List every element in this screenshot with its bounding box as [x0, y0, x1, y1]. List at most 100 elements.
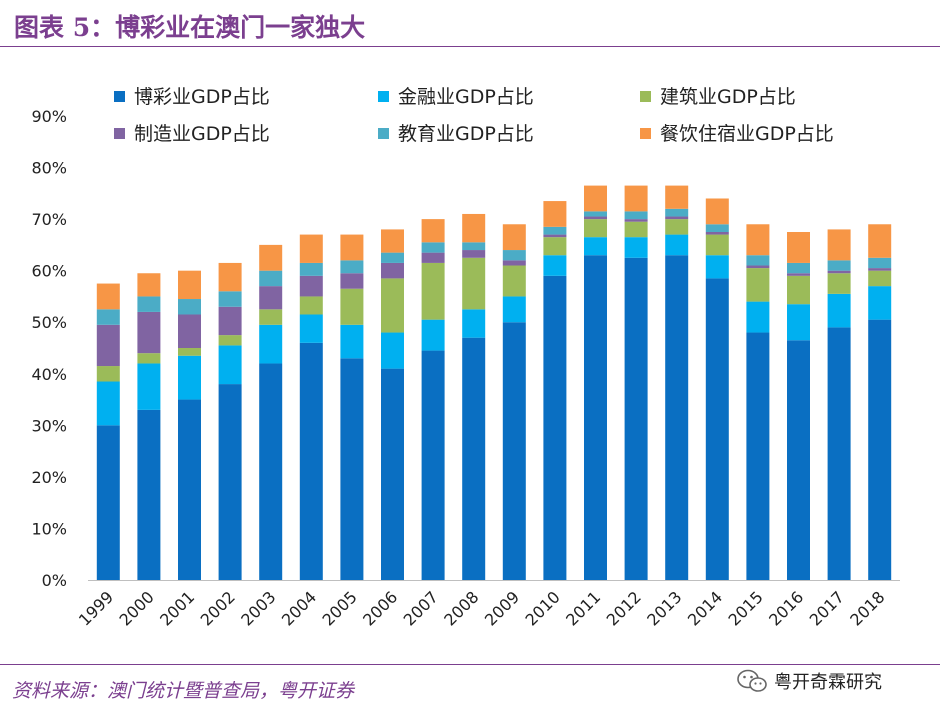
bar-construction-2004 — [299, 296, 323, 315]
bar-manufacturing-2014 — [705, 232, 729, 235]
bar-finance-2003 — [259, 324, 283, 364]
bar-construction-2011 — [584, 219, 607, 238]
bar-manufacturing-2005 — [340, 273, 364, 289]
bar-gaming-2012 — [624, 257, 648, 580]
bar-construction-2000 — [137, 353, 161, 364]
bar-finance-2002 — [218, 345, 242, 385]
bar-gaming-2015 — [746, 332, 770, 580]
bar-manufacturing-2012 — [624, 219, 648, 222]
y-tick-label: 10% — [31, 519, 67, 538]
x-tick-label: 1999 — [75, 587, 117, 629]
bar-finance-2008 — [462, 309, 486, 338]
x-tick-label: 2015 — [725, 587, 767, 629]
legend-label-gaming: 博彩业GDP占比 — [134, 86, 270, 108]
bar-catering-2006 — [381, 229, 404, 253]
bar-catering-2010 — [543, 201, 567, 227]
bar-construction-2007 — [421, 262, 445, 320]
bar-education-2008 — [462, 242, 486, 251]
bar-education-2010 — [543, 226, 567, 235]
y-tick-label: 60% — [31, 262, 67, 281]
bar-series — [96, 185, 892, 580]
x-tick-label: 2011 — [562, 587, 604, 629]
bar-finance-2016 — [787, 304, 810, 341]
bar-construction-2001 — [178, 348, 201, 356]
bar-construction-2008 — [462, 257, 486, 310]
bar-catering-2013 — [665, 185, 689, 209]
bar-gaming-2009 — [502, 322, 526, 580]
bar-education-2013 — [665, 208, 689, 217]
y-tick-label: 20% — [31, 468, 67, 487]
bar-catering-2008 — [462, 213, 486, 243]
bar-education-2017 — [827, 260, 851, 271]
bar-education-2011 — [584, 211, 607, 217]
bar-catering-2000 — [137, 273, 161, 297]
x-tick-label: 2004 — [278, 587, 320, 629]
legend-label-finance: 金融业GDP占比 — [398, 86, 534, 108]
bar-manufacturing-2002 — [218, 306, 242, 336]
bar-catering-2003 — [259, 244, 283, 271]
bar-construction-2013 — [665, 219, 689, 235]
bar-finance-2018 — [868, 286, 892, 320]
legend-swatch-catering — [640, 128, 651, 139]
bar-education-2006 — [381, 252, 404, 263]
bar-education-2003 — [259, 270, 283, 287]
source-note: 资料来源：澳门统计暨普查局，粤开证券 — [12, 680, 355, 702]
brand-name: 粤开奇霖研究 — [774, 672, 882, 693]
bar-manufacturing-1999 — [96, 324, 120, 367]
bar-catering-2011 — [584, 185, 607, 212]
bar-construction-2012 — [624, 221, 648, 238]
x-tick-label: 2016 — [765, 587, 807, 629]
bar-manufacturing-2017 — [827, 270, 851, 274]
bar-finance-2001 — [178, 355, 201, 400]
bar-education-2000 — [137, 296, 161, 312]
bar-catering-2005 — [340, 234, 364, 261]
bar-catering-2009 — [502, 224, 526, 251]
bar-education-2018 — [868, 257, 892, 269]
bar-construction-2018 — [868, 270, 892, 287]
legend-label-construction: 建筑业GDP占比 — [660, 86, 796, 108]
y-tick-label: 0% — [42, 571, 67, 590]
x-tick-label: 2009 — [481, 587, 523, 629]
bar-education-2016 — [787, 262, 810, 274]
bar-finance-2011 — [584, 237, 607, 256]
x-tick-label: 2007 — [400, 587, 442, 629]
bar-finance-2005 — [340, 324, 364, 359]
bar-gaming-2005 — [340, 358, 364, 580]
bar-manufacturing-2004 — [299, 275, 323, 297]
bar-construction-2014 — [705, 234, 729, 256]
bar-construction-2015 — [746, 268, 770, 302]
bar-catering-2004 — [299, 234, 323, 263]
chart-title: 图表 5：博彩业在澳门一家独大 — [14, 13, 366, 42]
bar-manufacturing-2018 — [868, 268, 892, 271]
bar-catering-1999 — [96, 283, 120, 310]
bar-construction-2010 — [543, 237, 567, 256]
bar-education-2002 — [218, 291, 242, 307]
x-tick-label: 2000 — [116, 587, 158, 629]
legend-swatch-construction — [640, 91, 651, 102]
bar-construction-1999 — [96, 366, 120, 382]
x-tick-label: 2005 — [319, 587, 361, 629]
bar-finance-2015 — [746, 301, 770, 333]
legend-label-education: 教育业GDP占比 — [398, 123, 534, 145]
bar-manufacturing-2009 — [502, 260, 526, 266]
bar-construction-2002 — [218, 335, 242, 346]
x-tick-label: 2012 — [603, 587, 645, 629]
x-tick-label: 2010 — [522, 587, 564, 629]
legend-label-manufacturing: 制造业GDP占比 — [134, 123, 270, 145]
x-tick-label: 2003 — [237, 587, 279, 629]
bar-gaming-2010 — [543, 275, 567, 580]
x-tick-label: 2018 — [846, 587, 888, 629]
bar-construction-2017 — [827, 273, 851, 294]
title-divider — [0, 46, 940, 47]
bar-manufacturing-2015 — [746, 265, 770, 269]
x-tick-label: 2014 — [684, 587, 726, 629]
footer-divider — [0, 664, 940, 665]
bar-gaming-2002 — [218, 384, 242, 580]
bar-manufacturing-2000 — [137, 311, 161, 354]
bar-gaming-2013 — [665, 255, 689, 580]
y-tick-label: 80% — [31, 159, 67, 178]
bar-manufacturing-2006 — [381, 262, 404, 279]
y-tick-label: 50% — [31, 313, 67, 332]
